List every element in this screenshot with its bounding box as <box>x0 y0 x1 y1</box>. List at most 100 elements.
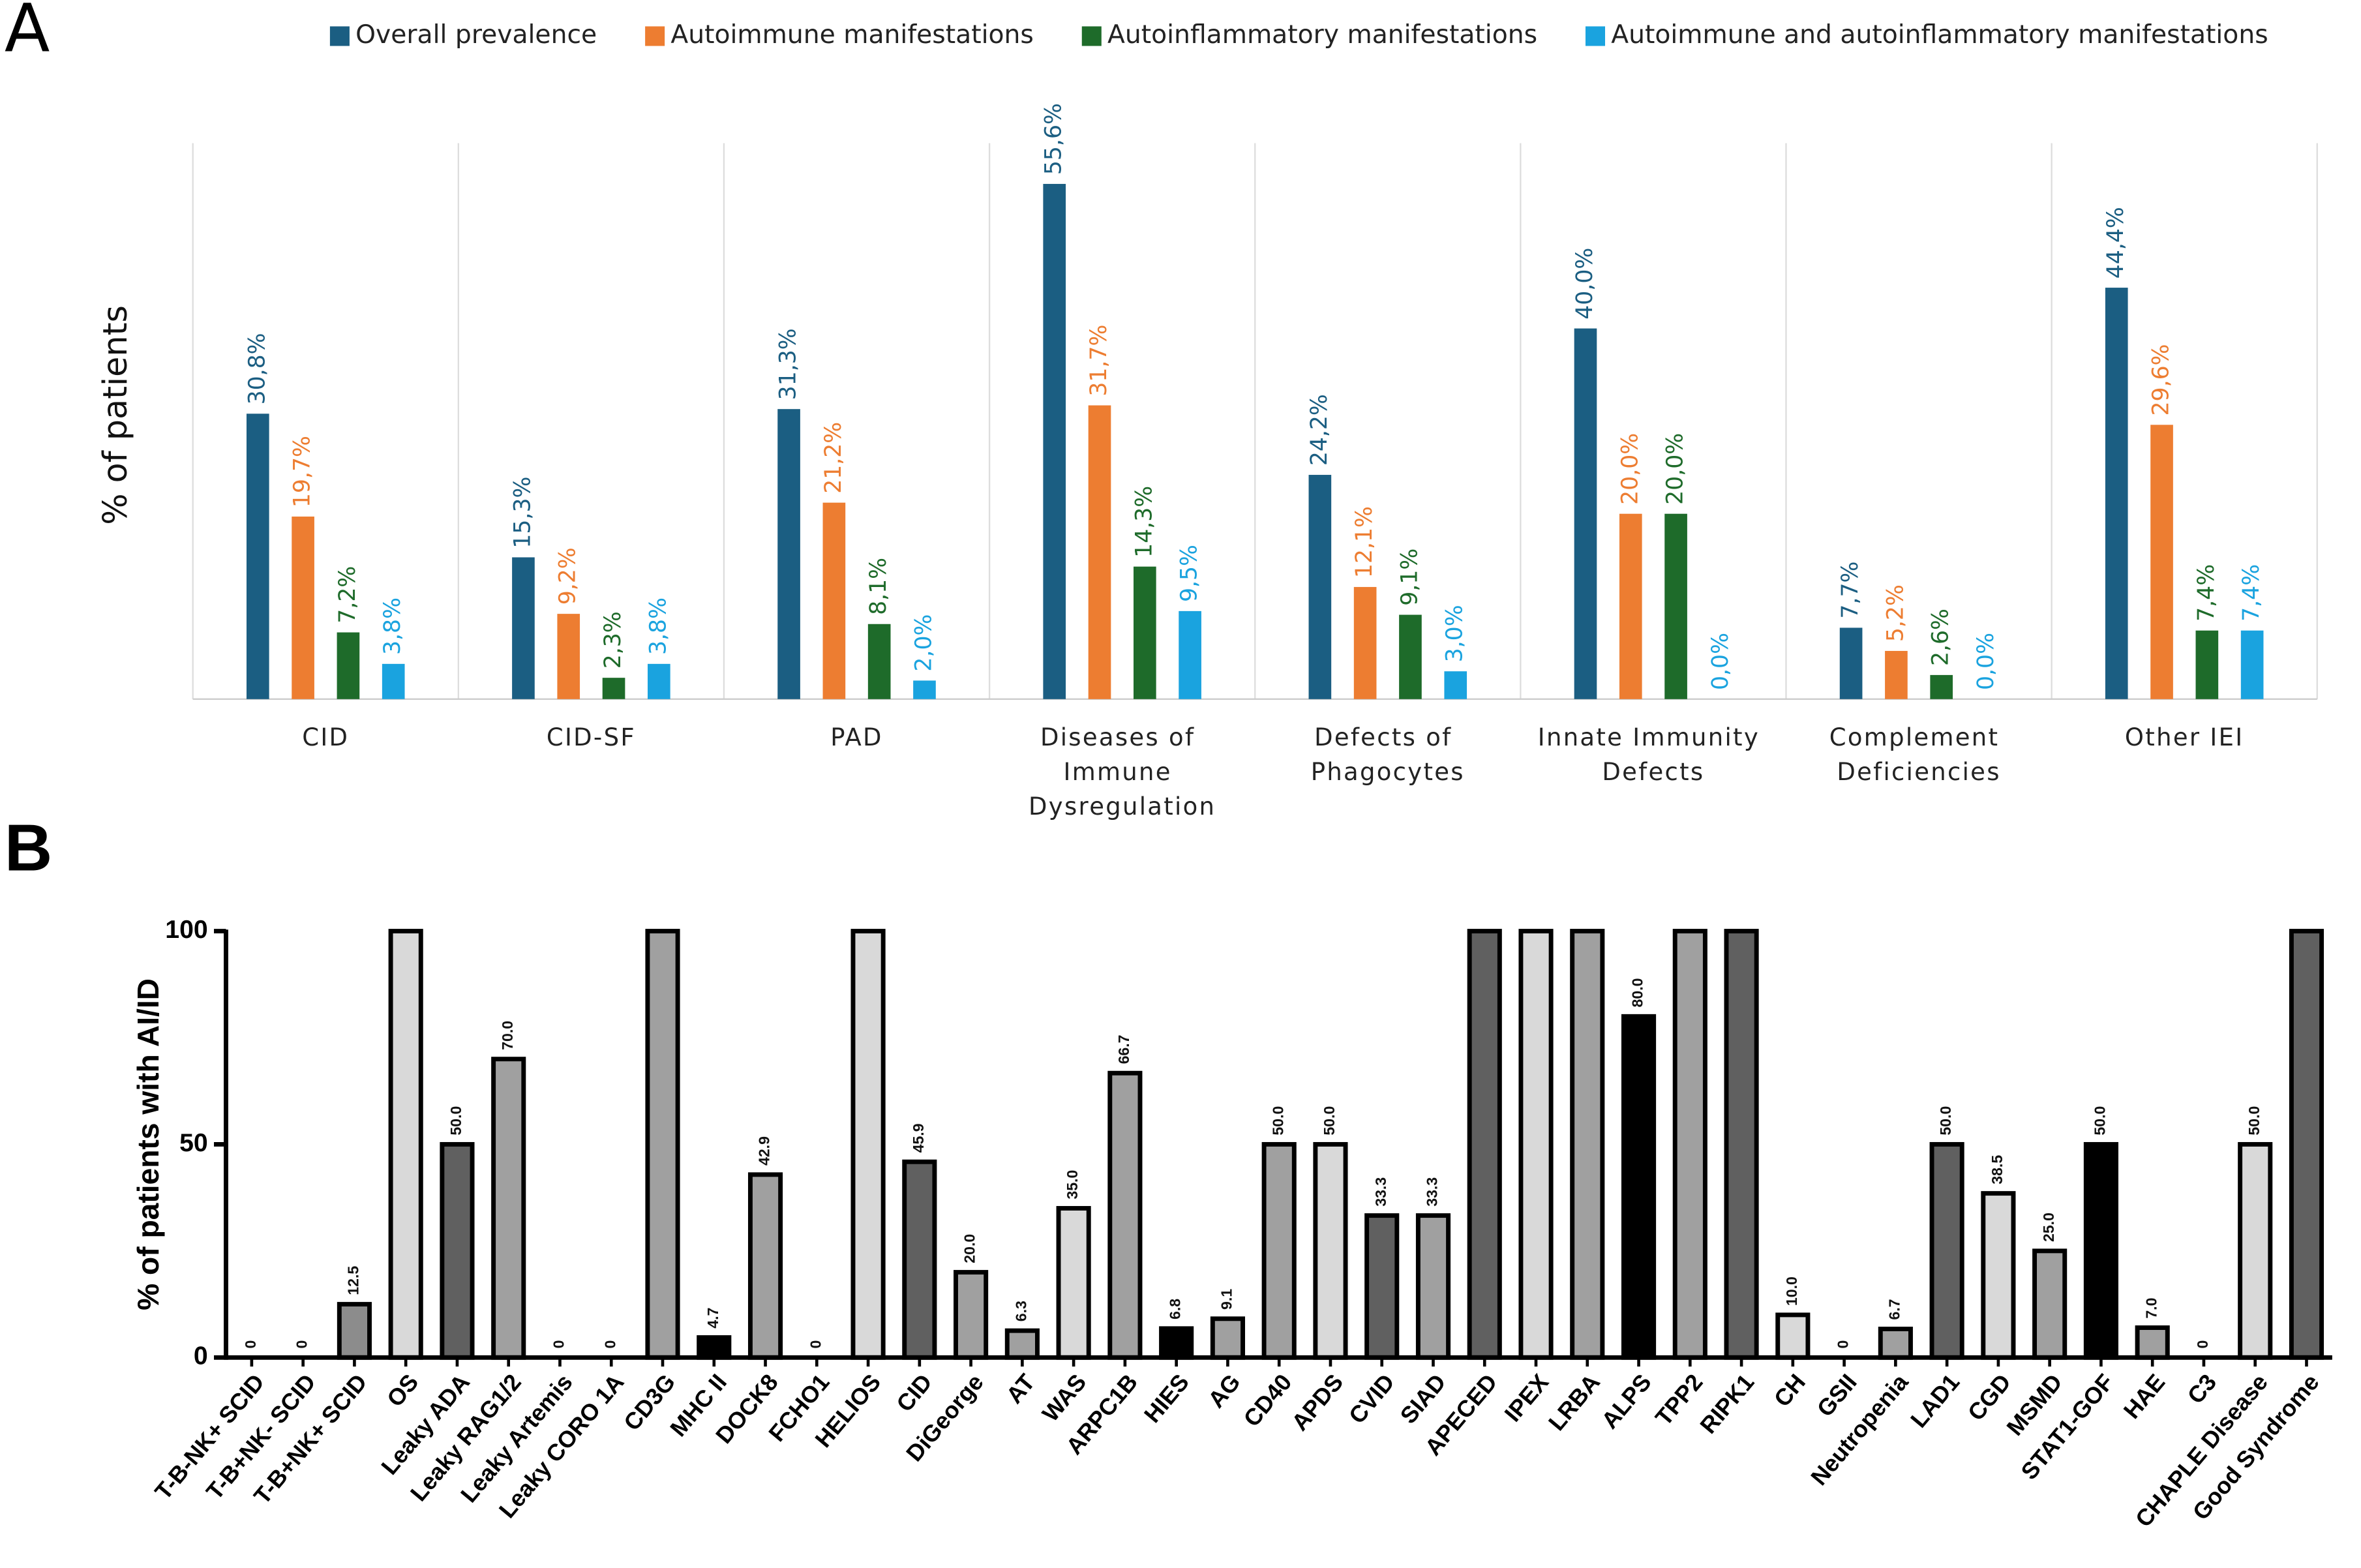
value-label: 12,1% <box>1351 506 1377 578</box>
bar <box>1353 586 1377 699</box>
bar <box>1179 611 1201 699</box>
bar <box>1619 513 1642 699</box>
value-label: 0 <box>601 1340 618 1349</box>
bar <box>491 1057 526 1360</box>
bar <box>1621 1014 1657 1360</box>
bar <box>602 678 625 699</box>
x-tick-label: AT <box>1001 1369 1040 1408</box>
bar <box>1885 650 1908 699</box>
bar <box>1308 475 1332 699</box>
value-label: 7,4% <box>2238 564 2264 622</box>
x-tick-label: Diseases of Immune Dysregulation <box>1029 723 1216 820</box>
bar <box>913 680 936 699</box>
x-tick-label: ALPS <box>1597 1369 1657 1434</box>
y-tick-label: 0 <box>194 1342 208 1370</box>
bar <box>1415 1213 1451 1360</box>
value-label: 70.0 <box>499 1021 516 1050</box>
bar <box>292 516 314 699</box>
value-label: 9,1% <box>1396 549 1422 606</box>
bar <box>902 1159 937 1360</box>
bar <box>1518 929 1554 1360</box>
bar <box>1313 1141 1348 1360</box>
x-tick-label: CID <box>302 723 349 751</box>
bar <box>557 614 580 699</box>
bar <box>1364 1213 1400 1360</box>
bar <box>2083 1141 2118 1360</box>
legend-swatch <box>645 26 665 46</box>
x-tick-label: HAE <box>2118 1369 2170 1424</box>
value-label: 7,2% <box>335 566 361 624</box>
value-label: 6.7 <box>1886 1299 1902 1320</box>
panel-label: B <box>5 810 52 884</box>
x-tick-label: Other IEI <box>2125 723 2244 751</box>
x-tick-label: RIPK1 <box>1695 1369 1759 1438</box>
value-label: 35.0 <box>1064 1170 1081 1199</box>
bar <box>2032 1248 2068 1360</box>
bar <box>2135 1325 2170 1360</box>
bar <box>1159 1326 1194 1360</box>
bar <box>246 414 269 699</box>
x-tick-label: Innate Immunity Defects <box>1538 723 1769 785</box>
value-label: 0 <box>2194 1340 2211 1349</box>
bar <box>1043 183 1066 699</box>
bar <box>1056 1206 1091 1360</box>
x-tick-label: OS <box>382 1369 424 1411</box>
bar <box>2105 288 2128 699</box>
value-label: 15,3% <box>509 477 535 549</box>
bar <box>822 502 846 699</box>
value-label: 3,8% <box>380 597 406 655</box>
legend-label: Autoimmune manifestations <box>670 20 1033 50</box>
value-label: 20,0% <box>1662 433 1689 505</box>
value-label: 33.3 <box>1424 1177 1441 1207</box>
bar <box>1107 1070 1143 1360</box>
bar <box>1210 1316 1245 1360</box>
bar <box>1133 566 1156 699</box>
bar <box>1574 328 1597 699</box>
x-tick-label: APDS <box>1287 1369 1349 1436</box>
value-label: 40,0% <box>1572 248 1598 320</box>
bar <box>1930 674 1953 699</box>
value-label: 80.0 <box>1629 978 1646 1008</box>
value-label: 30,8% <box>244 333 270 404</box>
value-label: 2,3% <box>600 611 626 669</box>
bar <box>1261 1141 1297 1360</box>
x-tick-label: C3 <box>2182 1369 2221 1409</box>
bar <box>1839 627 1863 699</box>
bar <box>382 663 405 699</box>
bar <box>645 929 680 1360</box>
value-label: 25.0 <box>2040 1213 2057 1242</box>
value-label: 8,1% <box>865 558 892 615</box>
value-label: 38.5 <box>1989 1155 2006 1184</box>
y-tick-label: 50 <box>179 1128 208 1157</box>
value-label: 20.0 <box>961 1234 978 1263</box>
bar <box>1981 1191 2016 1360</box>
value-label: 4.7 <box>704 1308 721 1329</box>
bar <box>1088 405 1111 699</box>
value-label: 31,3% <box>775 328 802 400</box>
value-label: 12.5 <box>345 1266 362 1295</box>
value-label: 5,2% <box>1882 584 1908 642</box>
value-label: 20,0% <box>1617 433 1643 505</box>
value-label: 0 <box>242 1340 259 1349</box>
x-tick-label: CID-SF <box>547 723 636 751</box>
legend-swatch <box>1081 26 1102 46</box>
bar <box>1664 513 1687 699</box>
bar <box>850 929 886 1360</box>
value-label: 9,2% <box>555 547 581 605</box>
bar <box>2195 630 2219 699</box>
value-label: 50.0 <box>447 1106 464 1136</box>
value-label: 6.3 <box>1012 1301 1029 1321</box>
bar <box>777 409 800 699</box>
x-tick-label: AG <box>1203 1369 1245 1413</box>
bar <box>2238 1141 2273 1360</box>
value-label: 14,3% <box>1131 486 1157 558</box>
bar <box>512 557 535 699</box>
x-tick-label: GSII <box>1812 1369 1862 1422</box>
value-label: 42.9 <box>756 1136 773 1166</box>
x-tick-label: CH <box>1769 1369 1811 1411</box>
x-tick-label: LAD1 <box>1906 1369 1965 1432</box>
bar <box>697 1335 732 1360</box>
value-label: 7,4% <box>2193 564 2219 622</box>
